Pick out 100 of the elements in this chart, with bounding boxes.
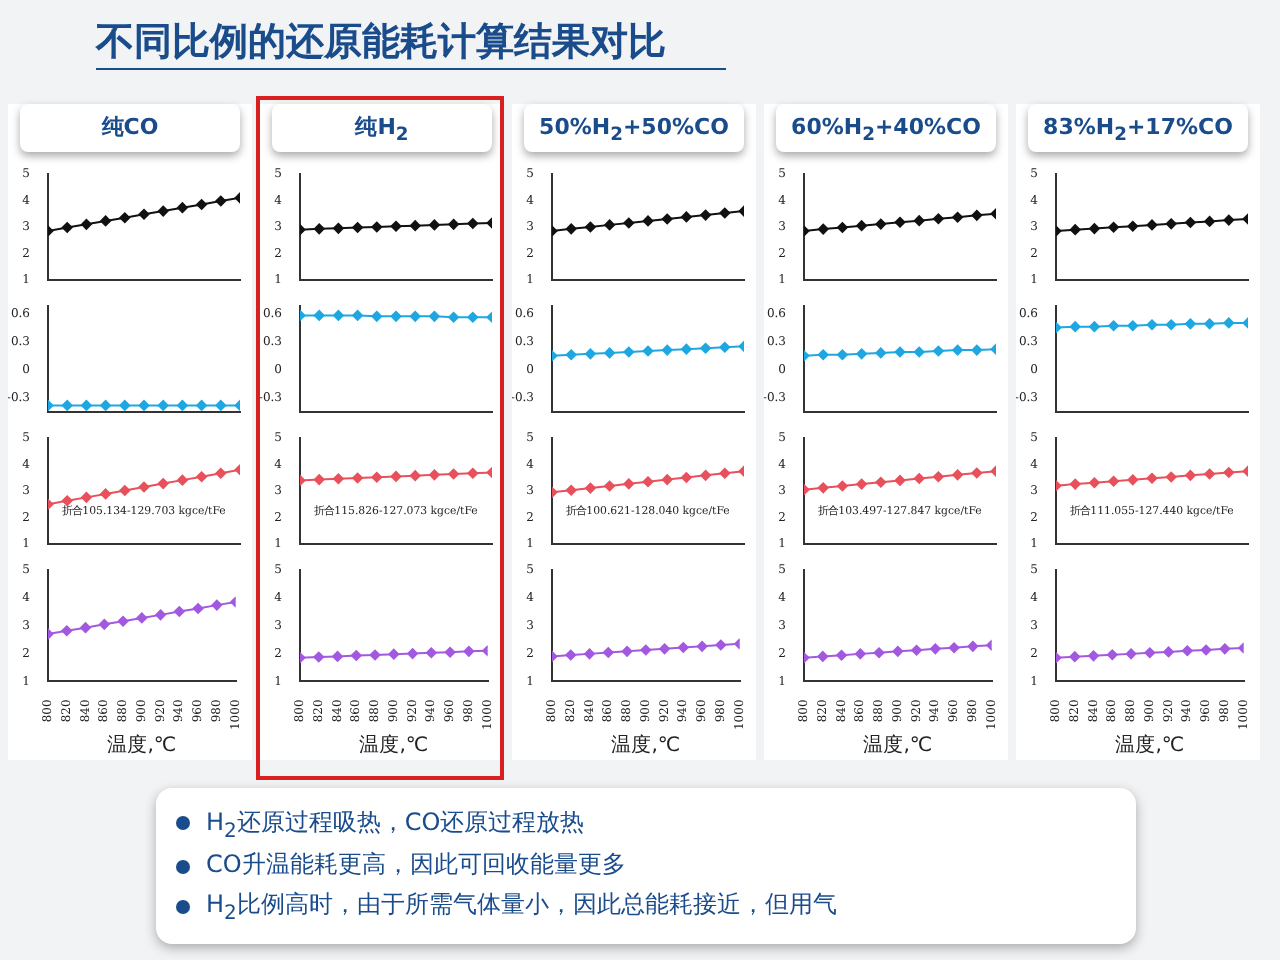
point <box>952 211 963 223</box>
point <box>604 480 615 492</box>
point <box>565 649 577 661</box>
point <box>856 478 867 490</box>
point <box>81 491 92 503</box>
point <box>817 482 829 494</box>
point <box>136 612 148 624</box>
x-axis-title: 温度,℃ <box>863 733 933 758</box>
point <box>894 475 906 486</box>
point <box>677 642 689 653</box>
x-axis-title: 温度,℃ <box>1115 733 1185 758</box>
point <box>929 643 941 655</box>
point <box>585 482 596 494</box>
point <box>211 599 223 611</box>
point <box>719 467 731 479</box>
chart-title: 50%H$_{2}$+50%CO <box>524 104 744 152</box>
point <box>1108 475 1119 487</box>
point <box>892 645 904 657</box>
point <box>873 647 885 659</box>
point <box>1089 477 1100 489</box>
point <box>119 212 131 224</box>
point <box>621 645 633 657</box>
point <box>61 625 73 637</box>
text: CO升温能耗更高，因此可回收能量更多 <box>206 850 626 879</box>
point <box>875 476 887 488</box>
point <box>215 195 227 207</box>
point <box>565 484 577 496</box>
point <box>81 218 92 230</box>
point <box>196 199 207 210</box>
point <box>215 467 227 479</box>
point <box>700 209 711 221</box>
point <box>911 644 922 656</box>
point <box>971 467 983 479</box>
point <box>661 213 673 225</box>
chart-title: 纯H$_{2}$ <box>272 104 492 152</box>
point <box>640 644 652 656</box>
point <box>1146 472 1158 484</box>
point <box>1165 471 1177 483</box>
point <box>100 488 111 500</box>
point <box>177 474 188 486</box>
point <box>854 648 866 660</box>
point <box>971 209 983 221</box>
point <box>1223 467 1235 478</box>
text: 不同比例的还原能耗计算结果对比 <box>96 16 726 70</box>
point <box>80 622 91 634</box>
point <box>100 215 111 227</box>
x-axis-title: 温度,℃ <box>359 733 429 758</box>
chart-title: 纯CO <box>20 104 240 152</box>
point <box>661 474 673 486</box>
point <box>836 649 847 661</box>
point <box>967 640 979 652</box>
point <box>913 473 925 484</box>
point <box>157 205 169 217</box>
point <box>1069 478 1081 490</box>
x-axis-title: 温度,℃ <box>107 733 177 758</box>
point <box>138 481 150 493</box>
point <box>696 640 708 652</box>
chart-title: 83%H$_{2}$+17%CO <box>1028 104 1248 152</box>
point <box>933 471 944 483</box>
point <box>642 476 654 488</box>
point <box>585 221 596 233</box>
point <box>604 219 615 231</box>
point <box>681 472 692 483</box>
point <box>681 211 692 223</box>
point <box>192 603 204 614</box>
point <box>933 213 944 225</box>
point <box>913 215 925 227</box>
point <box>837 222 848 233</box>
chart-title: 60%H$_{2}$+40%CO <box>776 104 996 152</box>
point <box>837 480 848 492</box>
point <box>1127 474 1139 486</box>
point <box>894 216 906 228</box>
point <box>177 202 188 214</box>
point <box>642 215 654 227</box>
point <box>875 218 887 230</box>
point <box>138 208 150 220</box>
point <box>61 222 73 233</box>
point <box>817 650 829 662</box>
point <box>98 618 110 630</box>
point <box>155 609 166 621</box>
point <box>952 469 963 481</box>
point <box>948 642 960 654</box>
point <box>1185 469 1196 481</box>
point <box>700 469 711 481</box>
x-axis-title: 温度,℃ <box>611 733 681 758</box>
point <box>117 615 129 627</box>
point <box>196 471 207 483</box>
point <box>1204 468 1215 480</box>
point <box>623 478 635 490</box>
point <box>565 223 577 235</box>
point <box>715 639 727 651</box>
point <box>602 647 614 658</box>
text: H$_{2}$还原过程吸热，CO还原过程放热 <box>206 808 585 843</box>
point <box>173 606 185 617</box>
text: H$_{2}$比例高时，由于所需气体量小，因此总能耗接近，但用气 <box>206 890 837 926</box>
point <box>623 217 635 229</box>
point <box>856 220 867 232</box>
point <box>584 648 595 660</box>
point <box>659 643 670 655</box>
point <box>719 207 731 219</box>
